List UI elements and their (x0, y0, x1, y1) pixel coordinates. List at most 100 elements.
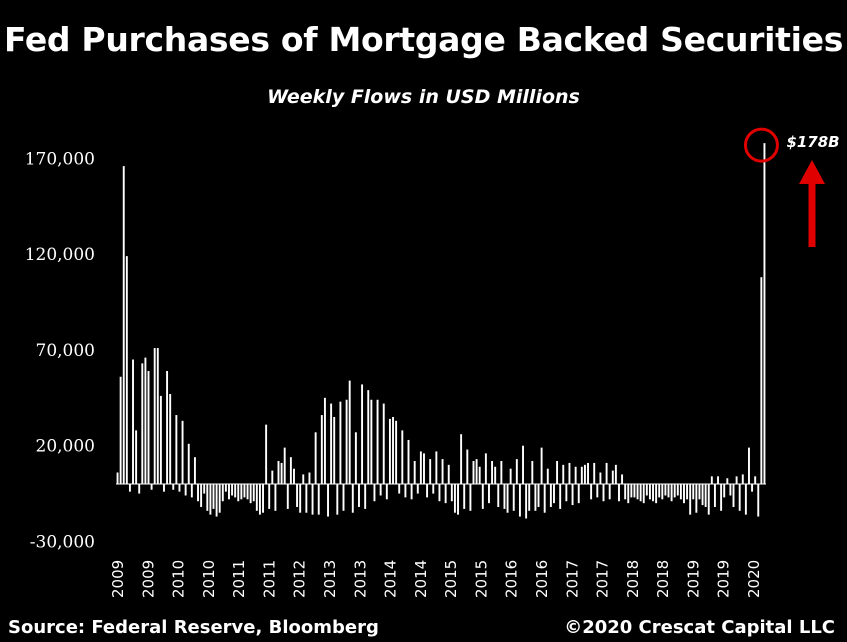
bar (453, 484, 456, 513)
bar (392, 416, 394, 484)
bar (330, 403, 333, 484)
bar (150, 484, 153, 490)
bar (302, 474, 305, 484)
bar (553, 484, 555, 504)
x-tick-label: 2012 (291, 560, 309, 598)
x-tick-label: 2015 (442, 560, 460, 598)
bar (655, 484, 658, 504)
bar (354, 432, 357, 484)
bar (320, 415, 323, 484)
y-tick-label: 20,000 (36, 437, 95, 457)
bar (289, 457, 292, 484)
bar (673, 484, 676, 498)
bar (596, 484, 599, 498)
x-tick-label: 2020 (745, 560, 763, 598)
bar (565, 484, 568, 502)
x-tick-label: 2015 (472, 560, 490, 598)
bar (187, 443, 190, 484)
peak-annotation-label: $178B (786, 133, 839, 151)
bar (639, 484, 642, 502)
bar (602, 484, 605, 502)
bar (237, 484, 240, 502)
x-tick-label: 2009 (139, 560, 157, 598)
chart-subtitle: Weekly Flows in USD Millions (267, 86, 580, 108)
bar (215, 484, 218, 517)
y-tick-label: -30,000 (30, 532, 95, 552)
bar (370, 399, 373, 484)
bar (404, 484, 407, 498)
bar (568, 462, 571, 484)
bar (590, 484, 593, 500)
bar (713, 484, 716, 507)
bar (466, 449, 469, 484)
bar (200, 484, 203, 507)
x-tick-label: 2014 (382, 560, 400, 598)
bar (515, 459, 518, 484)
bar (293, 468, 295, 484)
bar (534, 484, 537, 511)
bar (413, 461, 416, 484)
bar (729, 484, 732, 496)
bar (163, 484, 165, 492)
bar (432, 484, 435, 494)
bar (231, 484, 234, 496)
bar (435, 451, 438, 484)
bar (265, 424, 268, 484)
bar (732, 484, 735, 507)
bar (296, 484, 299, 507)
bar (463, 484, 466, 509)
bar (274, 484, 277, 511)
y-axis-ticks: 170,000 120,000 70,000 20,000 -30,000 (25, 149, 95, 552)
x-tick-label: 2010 (170, 560, 188, 598)
bar (128, 484, 131, 492)
bar (438, 484, 441, 502)
bar (744, 484, 747, 515)
bar (763, 143, 766, 484)
bar (398, 484, 401, 494)
bar (488, 484, 490, 504)
bar (339, 401, 342, 484)
bar (429, 459, 432, 484)
y-tick-label: 70,000 (36, 341, 95, 361)
bar (683, 484, 685, 504)
bar (416, 484, 419, 494)
bar (621, 474, 624, 484)
bar (593, 462, 596, 484)
bar (212, 484, 215, 509)
bar (543, 484, 546, 513)
bar (701, 484, 704, 506)
bar (624, 484, 627, 500)
bar (692, 484, 695, 500)
bar (587, 462, 589, 484)
bar (667, 484, 670, 498)
bar (633, 484, 636, 498)
bar (658, 484, 661, 498)
bar (540, 447, 543, 484)
bar (751, 484, 754, 492)
bar (190, 484, 193, 498)
bar (738, 484, 741, 511)
bar (689, 484, 692, 515)
bar (760, 277, 763, 484)
bar (376, 399, 379, 484)
bar (135, 430, 138, 484)
bar (717, 476, 719, 484)
x-tick-label: 2016 (503, 560, 521, 598)
bar (382, 403, 385, 484)
bar (234, 484, 237, 498)
x-tick-label: 2017 (563, 560, 581, 598)
bar (221, 484, 224, 502)
bar (172, 484, 175, 490)
bar (388, 418, 391, 484)
bar (401, 430, 404, 484)
bar (481, 484, 484, 509)
bar (583, 464, 586, 484)
bar (280, 462, 283, 484)
bar (323, 397, 326, 484)
peak-highlight-circle (743, 127, 779, 163)
bar (385, 484, 388, 500)
bar (698, 484, 701, 500)
bar (308, 472, 311, 484)
bar (748, 447, 750, 484)
x-tick-label: 2013 (321, 560, 339, 598)
